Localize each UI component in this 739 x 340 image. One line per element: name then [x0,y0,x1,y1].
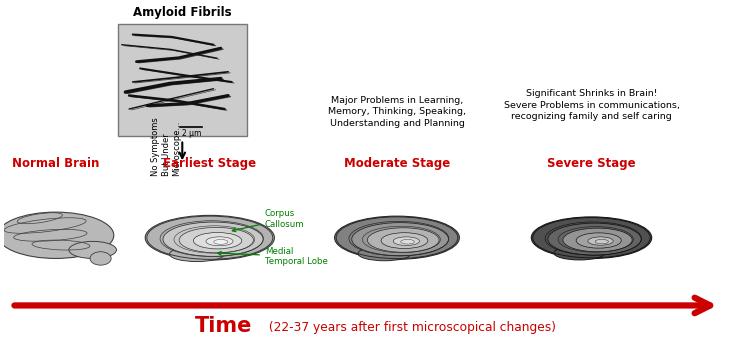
Text: 2 μm: 2 μm [182,129,201,138]
Ellipse shape [169,246,225,261]
Ellipse shape [163,222,263,256]
Text: Major Problems in Learning,
Memory, Thinking, Speaking,
Understanding and Planni: Major Problems in Learning, Memory, Thin… [328,96,466,128]
Ellipse shape [335,216,460,259]
Ellipse shape [381,233,428,249]
Text: Medial
Temporal Lobe: Medial Temporal Lobe [218,246,327,266]
Text: Significant Shrinks in Brain!
Severe Problems in communications,
recognizing fam: Significant Shrinks in Brain! Severe Pro… [503,89,679,121]
Ellipse shape [194,233,242,249]
Ellipse shape [563,228,632,252]
Ellipse shape [595,239,608,244]
FancyBboxPatch shape [118,24,247,136]
Text: (22-37 years after first microscopical changes): (22-37 years after first microscopical c… [265,321,556,334]
Ellipse shape [90,252,111,265]
Ellipse shape [352,223,449,256]
Ellipse shape [548,223,641,255]
Ellipse shape [0,212,114,258]
Text: Earliest Stage: Earliest Stage [163,157,256,170]
Ellipse shape [531,217,652,258]
Ellipse shape [146,215,274,260]
Text: No Symptoms
But Under
Microscope...: No Symptoms But Under Microscope... [151,117,181,176]
Text: Moderate Stage: Moderate Stage [344,157,450,170]
Ellipse shape [554,246,605,260]
Ellipse shape [214,239,228,244]
Text: Normal Brain: Normal Brain [12,157,99,170]
Text: Severe Stage: Severe Stage [547,157,636,170]
Ellipse shape [393,237,420,245]
Ellipse shape [576,233,621,248]
Ellipse shape [401,239,415,244]
Text: Amyloid Fibrils: Amyloid Fibrils [133,6,231,19]
Ellipse shape [588,237,613,245]
Ellipse shape [206,237,233,246]
Ellipse shape [69,241,117,258]
Ellipse shape [367,228,439,252]
Ellipse shape [179,227,253,253]
Text: Corpus
Callosum: Corpus Callosum [232,209,304,232]
Text: Time: Time [195,316,253,336]
Ellipse shape [358,246,411,261]
